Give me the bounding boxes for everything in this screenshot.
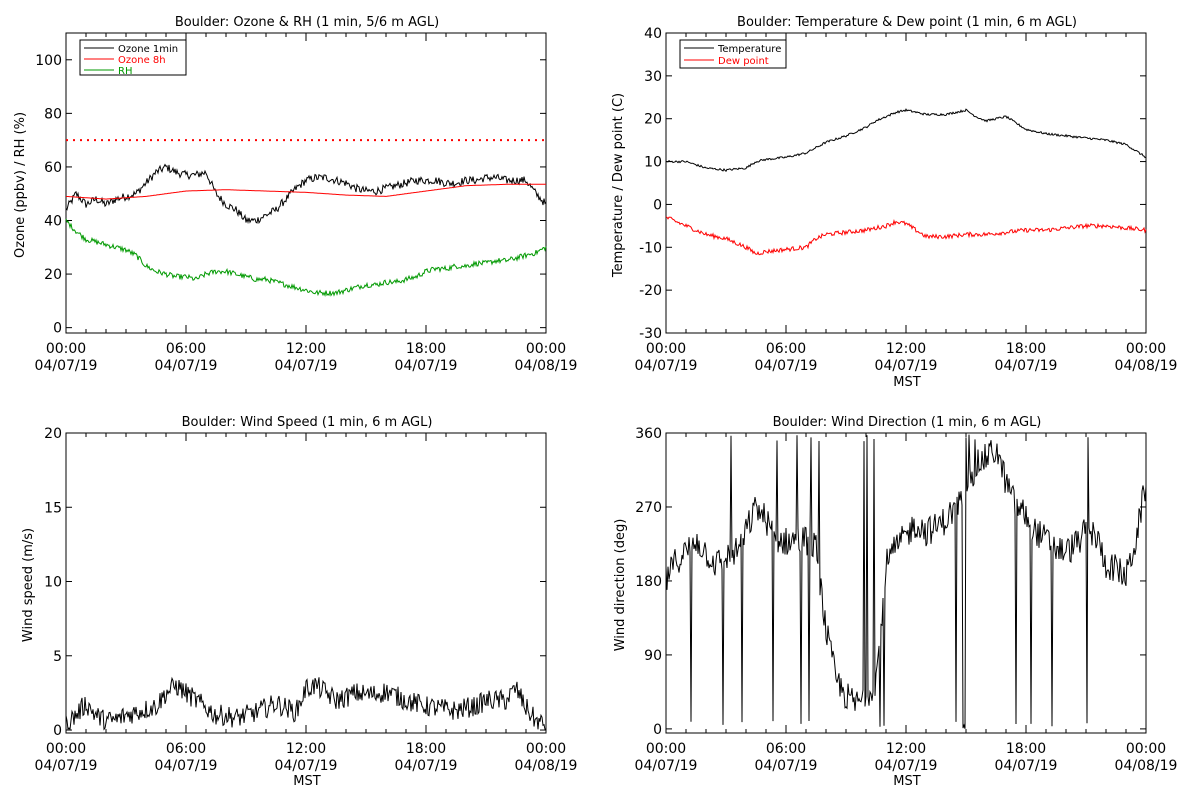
y-tick-label: 10 xyxy=(44,575,62,591)
x-tick-label-time: 00:00 xyxy=(46,341,86,357)
y-tick-label: 60 xyxy=(44,160,62,176)
x-tick-label-date: 04/07/19 xyxy=(395,758,458,774)
x-tick-label-time: 12:00 xyxy=(286,741,326,757)
x-tick-label-date: 04/07/19 xyxy=(35,358,98,374)
x-axis-label: MST xyxy=(293,774,320,789)
y-tick-label: 360 xyxy=(635,426,662,442)
series-line-wind-speed xyxy=(65,676,546,731)
y-tick-label: 40 xyxy=(644,26,662,42)
y-tick-label: 90 xyxy=(644,648,662,664)
x-axis-label: MST xyxy=(893,774,920,789)
legend: Ozone 1min Ozone 8h RH xyxy=(79,39,187,77)
x-tick-label-date: 04/07/19 xyxy=(995,358,1058,374)
x-tick-label-date: 04/07/19 xyxy=(275,758,338,774)
legend-label-dew-point: Dew point xyxy=(718,56,769,67)
x-tick-label-date: 04/07/19 xyxy=(155,758,218,774)
x-tick-label-time: 00:00 xyxy=(646,741,686,757)
x-tick-label-time: 06:00 xyxy=(166,741,206,757)
y-tick-label: 30 xyxy=(644,69,662,85)
y-tick-label: 15 xyxy=(44,500,62,516)
x-tick-label-time: 18:00 xyxy=(1006,341,1046,357)
y-tick-label: 20 xyxy=(44,426,62,442)
chart-title: Boulder: Wind Speed (1 min, 6 m AGL) xyxy=(182,415,433,430)
x-tick-label-time: 18:00 xyxy=(1006,741,1046,757)
x-tick-label-date: 04/07/19 xyxy=(155,358,218,374)
x-tick-label-date: 04/07/19 xyxy=(875,758,938,774)
x-tick-label-time: 18:00 xyxy=(406,341,446,357)
legend-label-ozone-8h: Ozone 8h xyxy=(118,55,166,66)
y-tick-label: 5 xyxy=(53,649,62,665)
panel-wind-speed: Boulder: Wind Speed (1 min, 6 m AGL) Win… xyxy=(21,415,577,789)
x-tick-label-time: 00:00 xyxy=(1126,741,1166,757)
series-line-rh xyxy=(65,218,547,298)
x-tick-label-time: 06:00 xyxy=(766,741,806,757)
y-tick-label: 100 xyxy=(35,53,62,69)
x-tick-label-time: 06:00 xyxy=(166,341,206,357)
legend-label-rh: RH xyxy=(118,66,132,77)
legend-label-ozone-1min: Ozone 1min xyxy=(118,44,178,55)
y-axis-label: Ozone (ppbv) / RH (%) xyxy=(13,112,28,258)
x-tick-label-date: 04/07/19 xyxy=(755,358,818,374)
y-tick-label: 40 xyxy=(44,214,62,230)
chart-title: Boulder: Temperature & Dew point (1 min,… xyxy=(737,15,1077,30)
x-tick-label-date: 04/07/19 xyxy=(635,758,698,774)
legend-label-temperature: Temperature xyxy=(717,44,781,55)
x-tick-label-time: 06:00 xyxy=(766,341,806,357)
y-axis-label: Wind direction (deg) xyxy=(613,519,628,652)
x-tick-label-time: 00:00 xyxy=(526,341,566,357)
y-axis-label: Temperature / Dew point (C) xyxy=(611,93,626,278)
x-tick-label-date: 04/08/19 xyxy=(1115,758,1178,774)
plot-frame xyxy=(665,432,1147,734)
legend: Temperature Dew point xyxy=(679,39,787,69)
y-tick-label: 180 xyxy=(635,574,662,590)
x-tick-label-date: 04/07/19 xyxy=(995,758,1058,774)
x-tick-label-date: 04/07/19 xyxy=(275,358,338,374)
y-tick-label: 80 xyxy=(44,106,62,122)
x-tick-label-time: 00:00 xyxy=(646,341,686,357)
series-line-wind-dir xyxy=(665,434,1147,729)
x-tick-label-time: 00:00 xyxy=(526,741,566,757)
y-tick-label: 270 xyxy=(635,500,662,516)
series-line-temperature xyxy=(665,108,1147,172)
chart-title: Boulder: Wind Direction (1 min, 6 m AGL) xyxy=(773,415,1042,430)
x-tick-label-time: 12:00 xyxy=(286,341,326,357)
x-tick-label-date: 04/07/19 xyxy=(875,358,938,374)
y-tick-label: 0 xyxy=(53,321,62,337)
x-tick-label-date: 04/08/19 xyxy=(515,758,578,774)
y-tick-label: 0 xyxy=(653,722,662,738)
x-tick-label-date: 04/08/19 xyxy=(1115,358,1178,374)
panel-wind-direction: Boulder: Wind Direction (1 min, 6 m AGL)… xyxy=(613,415,1177,789)
y-tick-label: 0 xyxy=(653,197,662,213)
x-tick-label-time: 18:00 xyxy=(406,741,446,757)
y-tick-label: -20 xyxy=(639,283,662,299)
series-line-ozone-8h xyxy=(65,183,546,200)
y-axis-label: Wind speed (m/s) xyxy=(21,528,36,642)
x-tick-label-date: 04/07/19 xyxy=(35,758,98,774)
legend-box xyxy=(679,39,787,69)
y-tick-label: 20 xyxy=(44,267,62,283)
x-tick-label-time: 12:00 xyxy=(886,741,926,757)
series-line-dew-point xyxy=(665,216,1147,256)
y-tick-label: 20 xyxy=(644,112,662,128)
panel-ozone-rh: Boulder: Ozone & RH (1 min, 5/6 m AGL) O… xyxy=(13,15,577,374)
x-tick-label-date: 04/07/19 xyxy=(635,358,698,374)
plot-frame xyxy=(665,32,1147,334)
y-tick-label: -30 xyxy=(639,326,662,342)
x-tick-label-date: 04/07/19 xyxy=(395,358,458,374)
chart-title: Boulder: Ozone & RH (1 min, 5/6 m AGL) xyxy=(175,15,439,30)
series-line-ozone-1min xyxy=(65,163,547,225)
x-tick-label-time: 00:00 xyxy=(46,741,86,757)
panel-temperature-dewpoint: Boulder: Temperature & Dew point (1 min,… xyxy=(611,15,1177,390)
y-tick-label: 0 xyxy=(53,723,62,739)
y-tick-label: -10 xyxy=(639,240,662,256)
x-tick-label-date: 04/08/19 xyxy=(515,358,578,374)
legend-box xyxy=(79,39,187,76)
x-tick-label-date: 04/07/19 xyxy=(755,758,818,774)
y-tick-label: 10 xyxy=(644,155,662,171)
x-tick-label-time: 00:00 xyxy=(1126,341,1166,357)
x-tick-label-time: 12:00 xyxy=(886,341,926,357)
x-axis-label: MST xyxy=(893,375,920,390)
